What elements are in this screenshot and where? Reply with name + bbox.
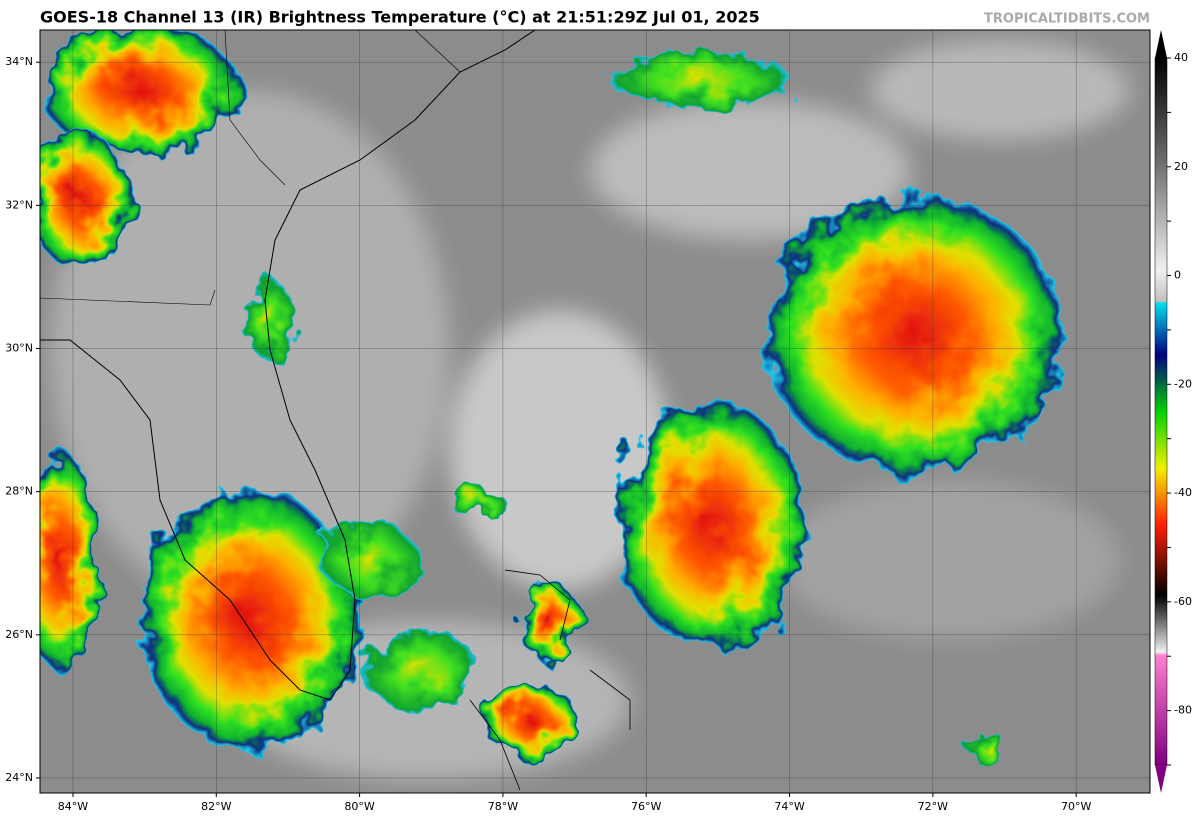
- graticule: [40, 30, 1150, 793]
- convection: [40, 30, 1065, 765]
- lon-tick-label: 84°W: [58, 800, 88, 813]
- credit: TROPICALTIDBITS.COM: [984, 12, 1150, 27]
- lon-tick-label: 78°W: [488, 800, 518, 813]
- colorbar-bar: [1154, 57, 1168, 766]
- lon-tick-label: 76°W: [631, 800, 661, 813]
- lat-tick-label: 32°N: [5, 198, 33, 211]
- lat-tick-label: 34°N: [5, 55, 33, 68]
- lat-tick-label: 26°N: [5, 628, 33, 641]
- lon-tick-label: 72°W: [918, 800, 948, 813]
- colorbar-extend-bottom: [1155, 765, 1167, 793]
- colorbar-tick-label: -80: [1174, 704, 1192, 717]
- colorbar-extend-top: [1155, 30, 1167, 58]
- lon-tick-label: 70°W: [1061, 800, 1091, 813]
- colorbar-tick-label: -60: [1174, 595, 1192, 608]
- lat-tick-label: 30°N: [5, 342, 33, 355]
- title: GOES-18 Channel 13 (IR) Brightness Tempe…: [40, 8, 760, 27]
- lon-tick-label: 82°W: [201, 800, 231, 813]
- satellite-image: [40, 30, 1150, 793]
- borders: [40, 30, 461, 306]
- colorbar: [1154, 30, 1168, 793]
- bahamas: [469, 569, 631, 791]
- coastline: [40, 30, 536, 701]
- lon-tick-label: 74°W: [774, 800, 804, 813]
- colorbar-tick-label: 20: [1174, 160, 1188, 173]
- colorbar-tick-label: 40: [1174, 51, 1188, 64]
- colorbar-tick-label: 0: [1174, 269, 1181, 282]
- colorbar-tick-label: -20: [1174, 377, 1192, 390]
- lat-tick-label: 24°N: [5, 771, 33, 784]
- lon-tick-label: 80°W: [344, 800, 374, 813]
- colorbar-tick-label: -40: [1174, 486, 1192, 499]
- map-frame: [39, 29, 1151, 794]
- lat-tick-label: 28°N: [5, 485, 33, 498]
